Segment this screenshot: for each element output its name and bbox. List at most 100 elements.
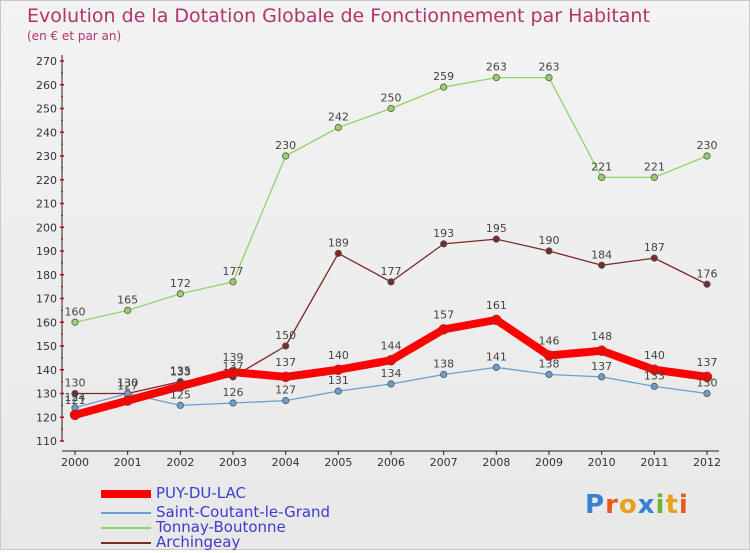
legend-swatch (101, 527, 151, 529)
data-label-tonnay-boutonne-2005: 242 (328, 111, 349, 124)
data-label-archingeay-2000: 130 (65, 377, 86, 390)
y-tick-label: 200 (36, 221, 57, 234)
point-saint-coutant-le-grand-2006 (387, 380, 395, 388)
point-puy-du-lac-2009 (543, 350, 555, 361)
y-tick-label: 140 (36, 364, 57, 377)
chart-title: Evolution de la Dotation Globale de Fonc… (27, 5, 650, 27)
data-label-tonnay-boutonne-2006: 250 (381, 92, 402, 105)
logo-letter: x (637, 490, 656, 520)
data-label-tonnay-boutonne-2001: 165 (117, 293, 138, 306)
x-tick-label-2005: 2005 (324, 456, 352, 469)
point-tonnay-boutonne-2009 (545, 74, 553, 82)
point-archingeay-2009 (545, 247, 553, 255)
chart-axes: 110 120 130 140 150 160 170 180 190 200 210 220 230 2… (36, 55, 721, 469)
data-label-saint-coutant-le-grand-2004: 127 (275, 384, 296, 397)
data-label-puy-du-lac-2010: 148 (591, 330, 612, 343)
data-label-puy-du-lac-2004: 137 (275, 356, 296, 369)
y-tick-label: 260 (36, 79, 57, 92)
point-tonnay-boutonne-2008 (492, 74, 500, 82)
data-label-puy-du-lac-2003: 139 (223, 351, 244, 364)
data-label-tonnay-boutonne-2009: 263 (539, 61, 560, 74)
legend-label: Saint-Coutant-le-Grand (156, 503, 331, 521)
x-tick-label-2007: 2007 (430, 456, 458, 469)
point-archingeay-2007 (440, 240, 448, 248)
point-puy-du-lac-2004 (280, 371, 291, 383)
data-label-saint-coutant-le-grand-2012: 130 (697, 377, 718, 390)
point-puy-du-lac-2006 (385, 355, 397, 366)
point-tonnay-boutonne-2003 (229, 278, 237, 286)
y-tick-label: 210 (36, 198, 57, 211)
data-label-tonnay-boutonne-2008: 263 (486, 61, 507, 74)
point-tonnay-boutonne-2004 (282, 152, 290, 160)
data-label-tonnay-boutonne-2004: 230 (275, 139, 296, 152)
point-archingeay-2000 (71, 389, 79, 398)
point-tonnay-boutonne-2001 (124, 306, 132, 314)
y-tick-label: 150 (36, 340, 57, 353)
data-label-archingeay-2009: 190 (539, 234, 560, 247)
y-tick-label: 130 (36, 388, 57, 401)
data-label-saint-coutant-le-grand-2005: 131 (328, 374, 349, 387)
x-tick-label-2006: 2006 (377, 456, 405, 469)
y-tick-label: 180 (36, 269, 57, 282)
point-tonnay-boutonne-2012 (703, 152, 711, 160)
point-puy-du-lac-2012 (701, 371, 713, 383)
data-label-saint-coutant-le-grand-2009: 138 (539, 358, 560, 371)
point-puy-du-lac-2007 (438, 324, 449, 335)
series-layer (69, 74, 713, 421)
data-label-puy-du-lac-2002: 133 (170, 365, 191, 378)
data-label-puy-du-lac-2006: 144 (381, 339, 402, 352)
data-label-archingeay-2010: 184 (591, 248, 612, 261)
point-saint-coutant-le-grand-2011 (650, 382, 658, 390)
point-saint-coutant-le-grand-2004 (282, 397, 290, 405)
y-tick-label: 190 (36, 245, 57, 258)
point-archingeay-2012 (703, 280, 711, 288)
y-tick-label: 170 (36, 293, 57, 306)
data-label-puy-du-lac-2005: 140 (328, 349, 349, 362)
data-label-archingeay-2008: 195 (486, 222, 507, 235)
point-tonnay-boutonne-2007 (440, 83, 448, 91)
point-archingeay-2005 (334, 249, 342, 257)
data-label-tonnay-boutonne-2002: 172 (170, 277, 191, 290)
point-tonnay-boutonne-2000 (71, 318, 79, 326)
data-label-tonnay-boutonne-2011: 221 (644, 160, 665, 173)
data-label-puy-du-lac-2008: 161 (486, 299, 507, 312)
point-puy-du-lac-2008 (491, 314, 502, 326)
data-label-puy-du-lac-2009: 146 (539, 335, 560, 348)
data-label-saint-coutant-le-grand-2000: 124 (65, 391, 86, 404)
point-saint-coutant-le-grand-2002 (176, 401, 184, 409)
point-puy-du-lac-2005 (333, 364, 344, 375)
data-label-saint-coutant-le-grand-2010: 137 (591, 360, 612, 373)
data-label-tonnay-boutonne-2000: 160 (65, 305, 86, 318)
point-saint-coutant-le-grand-2012 (703, 389, 711, 398)
y-tick-label: 230 (36, 150, 57, 163)
point-tonnay-boutonne-2006 (387, 104, 395, 113)
data-label-archingeay-2006: 177 (381, 265, 402, 278)
logo-letter: r (605, 490, 619, 520)
point-saint-coutant-le-grand-2010 (598, 373, 606, 381)
point-archingeay-2010 (598, 261, 606, 269)
legend-label: PUY-DU-LAC (156, 484, 246, 502)
data-label-saint-coutant-le-grand-2011: 133 (644, 369, 665, 382)
point-saint-coutant-le-grand-2005 (334, 387, 342, 395)
x-tick-label-2009: 2009 (535, 456, 563, 469)
logo-letter: P (585, 490, 606, 520)
data-label-saint-coutant-le-grand-2003: 126 (223, 386, 244, 399)
legend-label: Archingeay (156, 533, 241, 551)
x-tick-label-2011: 2011 (640, 456, 668, 469)
y-tick-label: 220 (36, 174, 57, 187)
y-tick-label: 240 (36, 126, 57, 139)
logo-letter: i (655, 490, 666, 520)
proxiti-logo: Proxiti (585, 490, 689, 520)
x-tick-label-2012: 2012 (693, 456, 721, 469)
data-label-puy-du-lac-2000: 121 (65, 394, 86, 407)
data-label-saint-coutant-le-grand-2008: 141 (486, 350, 507, 363)
y-tick-label: 110 (36, 435, 57, 448)
data-label-tonnay-boutonne-2010: 221 (591, 160, 612, 173)
point-tonnay-boutonne-2002 (176, 290, 184, 298)
data-labels-layer: 160 165 172 177 230 242 250 259 263 263 221 221 230 1… (65, 61, 718, 407)
legend-swatch (101, 542, 151, 544)
data-label-tonnay-boutonne-2007: 259 (433, 70, 454, 83)
point-tonnay-boutonne-2011 (650, 173, 658, 181)
y-tick-label: 250 (36, 103, 57, 116)
